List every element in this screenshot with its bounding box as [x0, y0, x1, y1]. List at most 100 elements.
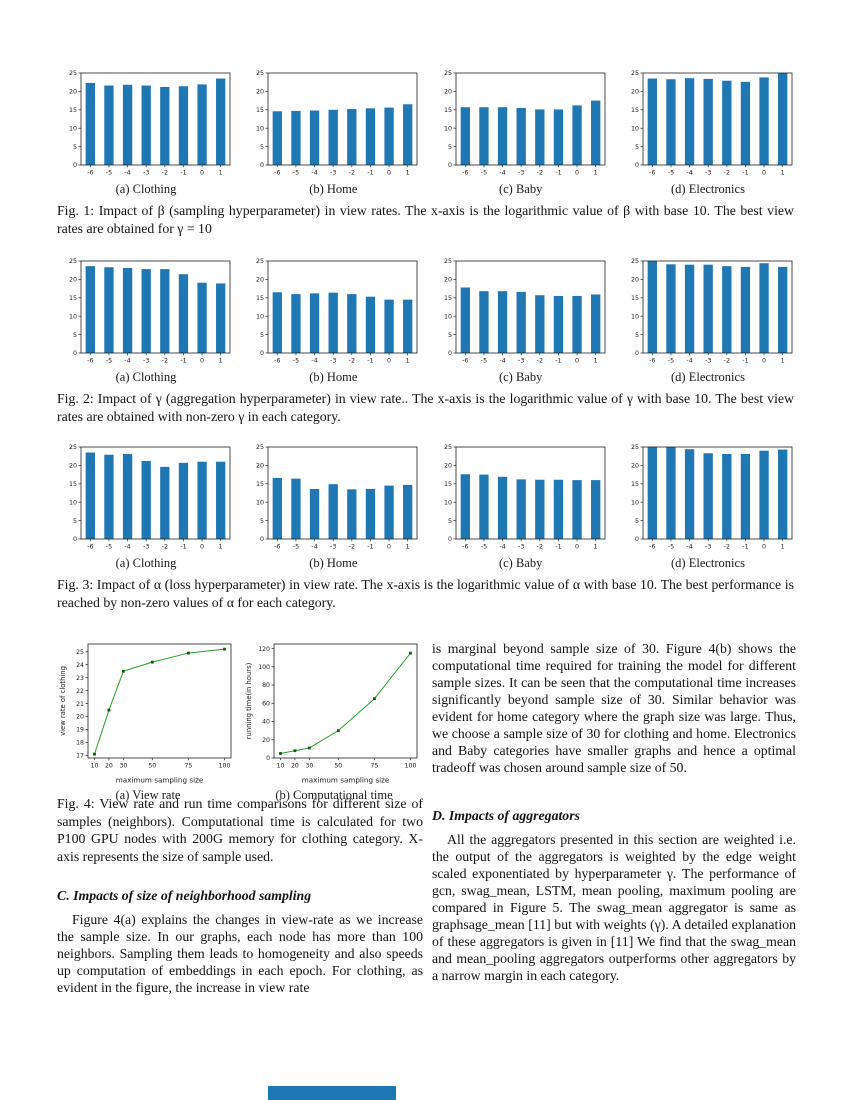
- svg-text:10: 10: [631, 125, 639, 132]
- svg-text:-2: -2: [162, 544, 168, 551]
- svg-text:-1: -1: [555, 544, 561, 551]
- svg-text:21: 21: [76, 701, 84, 708]
- svg-text:10: 10: [256, 125, 264, 132]
- svg-text:0: 0: [387, 358, 391, 365]
- svg-text:-6: -6: [275, 358, 281, 365]
- svg-text:-2: -2: [162, 358, 168, 365]
- svg-text:-4: -4: [686, 170, 692, 177]
- fig1-electronics-chart: 0 5 10 15 20 25 -6 -5 -4 -3 -2 -1 0 1: [620, 68, 796, 180]
- svg-text:-5: -5: [668, 358, 674, 365]
- svg-text:0: 0: [260, 350, 264, 357]
- svg-text:1: 1: [406, 544, 410, 551]
- svg-text:20: 20: [105, 763, 113, 770]
- svg-text:1: 1: [781, 358, 785, 365]
- fig1-baby-chart: 0 5 10 15 20 25 -6 -5 -4 -3 -2 -1 0 1: [433, 68, 609, 180]
- svg-text:1: 1: [593, 544, 597, 551]
- svg-text:-3: -3: [330, 170, 336, 177]
- svg-text:25: 25: [256, 258, 264, 265]
- fig2-clothing-subplot: 0 5 10 15 20 25 -6 -5 -4 -3 -2 -1 0 1 (a) Clothing: [58, 256, 234, 385]
- svg-text:-3: -3: [330, 358, 336, 365]
- figure-4-caption: Fig. 4: View rate and run time compariso…: [57, 796, 423, 864]
- svg-text:-1: -1: [555, 170, 561, 177]
- fig3-clothing-chart: 0 5 10 15 20 25 -6 -5 -4 -3 -2 -1 0 1: [58, 442, 234, 554]
- svg-text:0: 0: [635, 350, 639, 357]
- svg-text:-4: -4: [312, 544, 318, 551]
- svg-text:40: 40: [262, 719, 270, 726]
- svg-text:0: 0: [575, 170, 579, 177]
- right-column-paragraph: is marginal beyond sample size of 30. Fi…: [432, 641, 796, 775]
- svg-text:5: 5: [448, 144, 452, 151]
- svg-text:5: 5: [260, 332, 264, 339]
- svg-text:20: 20: [256, 463, 264, 470]
- svg-text:-4: -4: [686, 544, 692, 551]
- svg-text:-5: -5: [668, 170, 674, 177]
- svg-text:30: 30: [119, 763, 127, 770]
- svg-text:15: 15: [69, 107, 77, 114]
- svg-text:0: 0: [762, 544, 766, 551]
- svg-text:0: 0: [635, 536, 639, 543]
- svg-text:-2: -2: [724, 544, 730, 551]
- svg-text:1: 1: [219, 170, 223, 177]
- svg-text:-6: -6: [87, 544, 93, 551]
- svg-text:25: 25: [76, 649, 84, 656]
- fig1-clothing-subplot: 0 5 10 15 20 25 -6 -5 -4 -3 -2 -1 0 1 (a) Clothing: [58, 68, 234, 197]
- svg-text:-6: -6: [275, 544, 281, 551]
- subplot-caption: (d) Electronics: [671, 370, 745, 384]
- svg-text:20: 20: [69, 463, 77, 470]
- svg-text:-5: -5: [668, 544, 674, 551]
- svg-text:15: 15: [256, 295, 264, 302]
- svg-text:-6: -6: [87, 170, 93, 177]
- svg-text:75: 75: [370, 763, 378, 770]
- subplot-caption: (b) Home: [309, 370, 358, 384]
- svg-text:20: 20: [444, 89, 452, 96]
- svg-text:-2: -2: [536, 544, 542, 551]
- figure-4-charts: 17 18 19 20 21 22 23 24 25 10 20 30 50 75 100 maximum s…: [57, 638, 425, 803]
- svg-text:-4: -4: [686, 358, 692, 365]
- svg-text:1: 1: [781, 544, 785, 551]
- svg-text:-6: -6: [462, 544, 468, 551]
- fig2-home-chart: 0 5 10 15 20 25 -6 -5 -4 -3 -2 -1 0 1: [245, 256, 421, 368]
- fig2-clothing-chart: 0 5 10 15 20 25 -6 -5 -4 -3 -2 -1 0 1: [58, 256, 234, 368]
- svg-text:-1: -1: [368, 544, 374, 551]
- svg-text:-6: -6: [649, 170, 655, 177]
- subplot-caption: (b) Home: [309, 182, 358, 196]
- subplot-caption: (c) Baby: [498, 182, 543, 196]
- svg-text:25: 25: [69, 70, 77, 77]
- subplot-caption: (a) Clothing: [115, 182, 177, 196]
- fig1-electronics-subplot: 0 5 10 15 20 25 -6 -5 -4 -3 -2 -1 0 1 (d) Electronics: [620, 68, 796, 197]
- figure-3-caption: Fig. 3: Impact of α (loss hyperparameter…: [57, 577, 794, 610]
- svg-text:-4: -4: [499, 170, 505, 177]
- svg-text:0: 0: [73, 162, 77, 169]
- svg-text:0: 0: [73, 536, 77, 543]
- svg-text:10: 10: [444, 313, 452, 320]
- svg-text:120: 120: [258, 646, 270, 653]
- svg-text:5: 5: [73, 332, 77, 339]
- svg-text:5: 5: [260, 144, 264, 151]
- svg-text:25: 25: [444, 444, 452, 451]
- svg-text:0: 0: [200, 358, 204, 365]
- svg-text:25: 25: [631, 444, 639, 451]
- svg-text:0: 0: [575, 544, 579, 551]
- svg-text:20: 20: [69, 89, 77, 96]
- svg-text:-6: -6: [649, 544, 655, 551]
- svg-text:75: 75: [184, 763, 192, 770]
- svg-text:5: 5: [635, 518, 639, 525]
- svg-text:100: 100: [405, 763, 417, 770]
- svg-text:-1: -1: [180, 544, 186, 551]
- svg-text:22: 22: [76, 688, 84, 695]
- svg-text:-1: -1: [368, 170, 374, 177]
- fig1-home-chart: 0 5 10 15 20 25 -6 -5 -4 -3 -2 -1 0 1: [245, 68, 421, 180]
- svg-text:-3: -3: [518, 358, 524, 365]
- svg-text:1: 1: [406, 170, 410, 177]
- section-d-heading: D. Impacts of aggregators: [432, 808, 580, 823]
- svg-text:-1: -1: [180, 358, 186, 365]
- svg-text:17: 17: [76, 753, 84, 760]
- svg-text:15: 15: [256, 481, 264, 488]
- svg-text:0: 0: [200, 170, 204, 177]
- svg-text:-2: -2: [724, 358, 730, 365]
- svg-text:-4: -4: [124, 544, 130, 551]
- svg-text:-4: -4: [499, 544, 505, 551]
- subplot-caption: (d) Electronics: [671, 556, 745, 570]
